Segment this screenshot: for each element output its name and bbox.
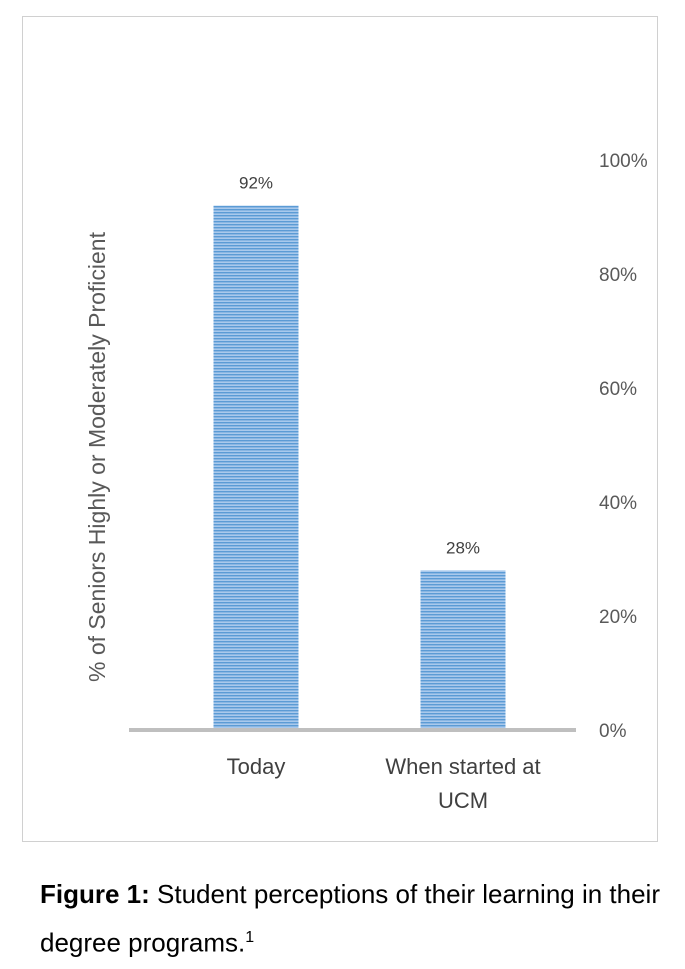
category-label: Today bbox=[227, 754, 286, 779]
y-tick-label: 20% bbox=[599, 607, 637, 628]
y-tick-label: 100% bbox=[599, 151, 648, 172]
y-tick-label: 60% bbox=[599, 379, 637, 400]
bar bbox=[213, 205, 299, 731]
caption-text: Student perceptions of their learning in… bbox=[40, 879, 660, 958]
y-tick-label: 0% bbox=[599, 721, 627, 742]
data-label: 28% bbox=[446, 538, 480, 557]
bar-chart: 0% 20% 40% 60% 80% 100% 92% Today 28% When starte… bbox=[84, 151, 648, 813]
chart-frame: 0% 20% 40% 60% 80% 100% 92% Today 28% When starte… bbox=[22, 16, 658, 842]
figure-caption: Figure 1: Student perceptions of their l… bbox=[40, 872, 670, 965]
category-label: When started at UCM bbox=[385, 754, 540, 813]
y-axis-title: % of Seniors Highly or Moderately Profic… bbox=[84, 231, 110, 682]
category-label-line: UCM bbox=[438, 788, 488, 813]
y-tick-label: 80% bbox=[599, 265, 637, 286]
caption-footnote: 1 bbox=[245, 929, 255, 946]
data-label: 92% bbox=[239, 174, 273, 193]
caption-label: Figure 1: bbox=[40, 879, 150, 909]
category-label-line: When started at bbox=[385, 754, 540, 779]
category-label-line: Today bbox=[227, 754, 286, 779]
y-tick-label: 40% bbox=[599, 493, 637, 514]
bar bbox=[420, 570, 506, 730]
